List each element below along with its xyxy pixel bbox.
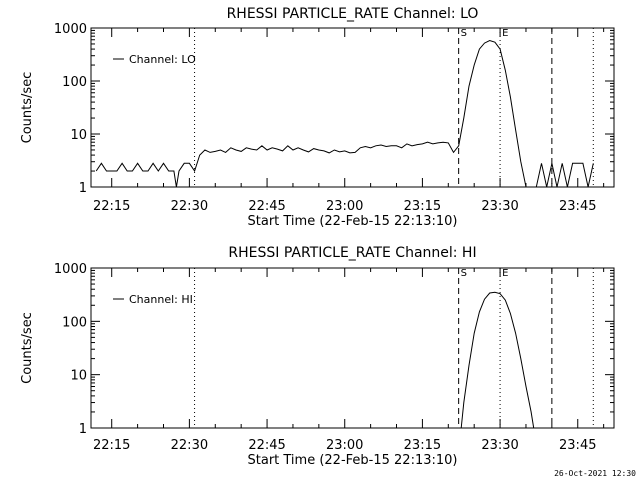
y-tick-label: 1 [79, 181, 87, 196]
x-axis-label: Start Time (22-Feb-15 22:13:10) [248, 214, 458, 229]
x-tick-label: 23:45 [559, 199, 596, 214]
chart-panel-2: RHESSI PARTICLE_RATE Channel: HI 1 10 100 10… [20, 245, 615, 468]
marker-label: S [461, 268, 467, 279]
series-line [95, 39, 594, 188]
y-tick-label: 1 [79, 422, 87, 437]
x-tick-label: 23:00 [326, 438, 363, 453]
x-tick-label: 23:30 [481, 199, 518, 214]
legend-label: Channel: LO [129, 53, 196, 66]
x-axis-label: Start Time (22-Feb-15 22:13:10) [248, 453, 458, 468]
x-tick-label: 22:45 [248, 438, 285, 453]
x-tick-label: 22:30 [171, 199, 208, 214]
y-axis-label: Counts/sec [20, 72, 35, 144]
legend-label: Channel: HI [129, 293, 193, 306]
marker-label: E [502, 268, 508, 279]
marker-label: E [502, 28, 508, 39]
y-tick-label: 10 [70, 369, 87, 384]
y-axis-label: Counts/sec [20, 312, 35, 384]
y-tick-label: 10 [70, 128, 87, 143]
x-tick-label: 23:30 [481, 438, 518, 453]
x-tick-label: 22:15 [93, 438, 130, 453]
x-tick-label: 22:30 [171, 438, 208, 453]
y-tick-label: 1000 [54, 262, 87, 277]
footer-timestamp: 26-Oct-2021 12:30 [554, 469, 636, 478]
x-tick-label: 23:00 [326, 199, 363, 214]
x-tick-label: 23:15 [404, 199, 441, 214]
x-tick-label: 22:15 [93, 199, 130, 214]
y-tick-label: 100 [62, 75, 87, 90]
y-tick-label: 100 [62, 315, 87, 330]
x-tick-label: 23:15 [404, 438, 441, 453]
x-tick-label: 22:45 [248, 199, 285, 214]
plot-frame [90, 27, 615, 188]
marker-label: S [461, 28, 467, 39]
x-tick-label: 23:45 [559, 438, 596, 453]
series-line [460, 291, 535, 429]
y-tick-label: 1000 [54, 22, 87, 37]
chart-title: RHESSI PARTICLE_RATE Channel: LO [227, 6, 479, 22]
chart-panel-1: RHESSI PARTICLE_RATE Channel: LO 1 10 100 10… [20, 6, 615, 229]
plot-frame [90, 267, 615, 429]
chart-title: RHESSI PARTICLE_RATE Channel: HI [228, 245, 476, 261]
